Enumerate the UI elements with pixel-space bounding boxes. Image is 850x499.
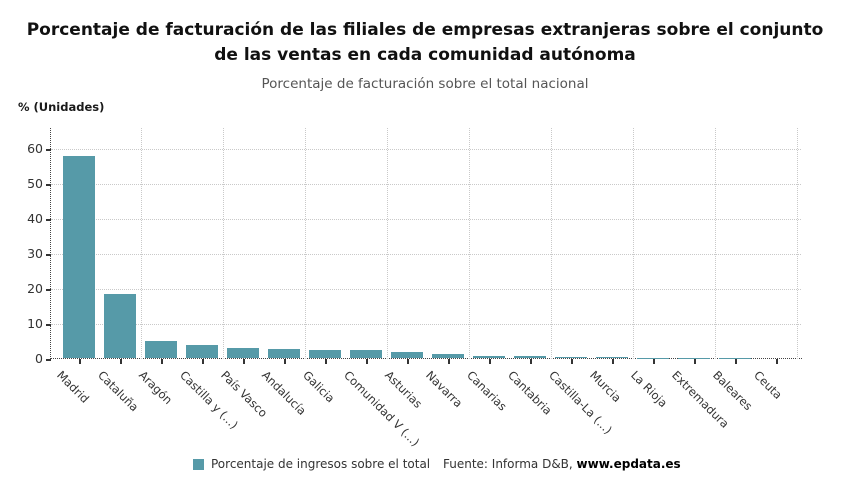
x-axis-label: La Rioja xyxy=(628,368,671,411)
x-tick-mark xyxy=(284,359,286,364)
x-tick-mark xyxy=(653,359,655,364)
gridline-vertical xyxy=(714,128,716,359)
bar xyxy=(514,356,546,358)
x-tick-mark xyxy=(120,359,122,364)
x-tick-mark xyxy=(202,359,204,364)
x-axis-label: Comunidad V (...) xyxy=(341,368,423,450)
y-tick-mark xyxy=(46,359,51,361)
y-tick-label: 40 xyxy=(27,211,43,226)
x-tick-mark xyxy=(325,359,327,364)
gridline-vertical xyxy=(632,128,634,359)
x-axis-label: Madrid xyxy=(54,368,92,406)
x-tick-mark xyxy=(79,359,81,364)
x-tick-mark xyxy=(448,359,450,364)
gridline-vertical xyxy=(386,128,388,359)
x-tick-mark xyxy=(243,359,245,364)
legend: Porcentaje de ingresos sobre el total xyxy=(193,457,430,471)
bar xyxy=(186,345,218,358)
chart-subtitle: Porcentaje de facturación sobre el total… xyxy=(261,76,589,92)
y-tick-mark xyxy=(46,254,51,256)
gridline-vertical xyxy=(304,128,306,359)
y-tick-label: 60 xyxy=(27,141,43,156)
y-tick-mark xyxy=(46,324,51,326)
y-tick-label: 50 xyxy=(27,176,43,191)
bar xyxy=(309,349,341,358)
x-axis-label: Aragón xyxy=(136,368,176,408)
x-tick-mark xyxy=(407,359,409,364)
bar xyxy=(227,347,259,358)
x-axis-label: Galicia xyxy=(300,368,338,406)
bar xyxy=(350,349,382,358)
chart-title: Porcentaje de facturación de las filiale… xyxy=(26,20,824,65)
y-tick-mark xyxy=(46,149,51,151)
y-tick-mark xyxy=(46,289,51,291)
y-axis-unit-label: % (Unidades) xyxy=(18,100,105,114)
gridline-horizontal xyxy=(51,184,801,185)
bar xyxy=(268,348,300,358)
gridline-vertical xyxy=(550,128,552,359)
y-tick-label: 30 xyxy=(27,246,43,261)
gridline-horizontal xyxy=(51,289,801,290)
gridline-vertical xyxy=(222,128,224,359)
y-tick-label: 10 xyxy=(27,316,43,331)
gridline-vertical xyxy=(796,128,798,359)
x-tick-mark xyxy=(612,359,614,364)
bar xyxy=(391,351,423,358)
x-axis-label: Asturias xyxy=(382,368,425,411)
x-axis-label: Canarias xyxy=(464,368,510,414)
x-tick-mark xyxy=(530,359,532,364)
y-tick-mark xyxy=(46,184,51,186)
source-note: Fuente: Informa D&B, www.epdata.es xyxy=(443,457,681,471)
x-axis-label: Navarra xyxy=(423,368,466,411)
gridline-vertical xyxy=(140,128,142,359)
gridline-vertical xyxy=(468,128,470,359)
plot-area: 0 10 20 30 40 50 60 Madrid Cataluña Aragón Castill… xyxy=(27,128,802,449)
gridline-horizontal xyxy=(51,219,801,220)
y-tick-label: 20 xyxy=(27,281,43,296)
x-tick-mark xyxy=(735,359,737,364)
bar xyxy=(555,356,587,358)
x-tick-mark xyxy=(161,359,163,364)
x-axis-label: Cataluña xyxy=(95,368,142,415)
bar xyxy=(473,355,505,358)
bar xyxy=(596,357,628,358)
y-tick-label: 0 xyxy=(35,351,43,366)
gridline-horizontal xyxy=(51,324,801,325)
x-tick-mark xyxy=(776,359,778,364)
y-tick-mark xyxy=(46,219,51,221)
bar xyxy=(432,353,464,358)
bar xyxy=(63,156,95,358)
x-tick-mark xyxy=(571,359,573,364)
x-tick-mark xyxy=(489,359,491,364)
x-axis-label: Ceuta xyxy=(751,368,786,402)
bar xyxy=(145,341,177,358)
source-link: www.epdata.es xyxy=(576,457,681,471)
source-prefix: Fuente: Informa D&B, xyxy=(443,457,577,471)
x-tick-mark xyxy=(366,359,368,364)
x-tick-mark xyxy=(694,359,696,364)
legend-swatch-icon xyxy=(193,458,204,470)
bar xyxy=(104,293,136,358)
x-axis-label: Murcia xyxy=(587,368,625,405)
gridline-horizontal xyxy=(51,254,801,255)
gridline-horizontal xyxy=(51,149,801,150)
legend-label: Porcentaje de ingresos sobre el total xyxy=(211,457,431,471)
